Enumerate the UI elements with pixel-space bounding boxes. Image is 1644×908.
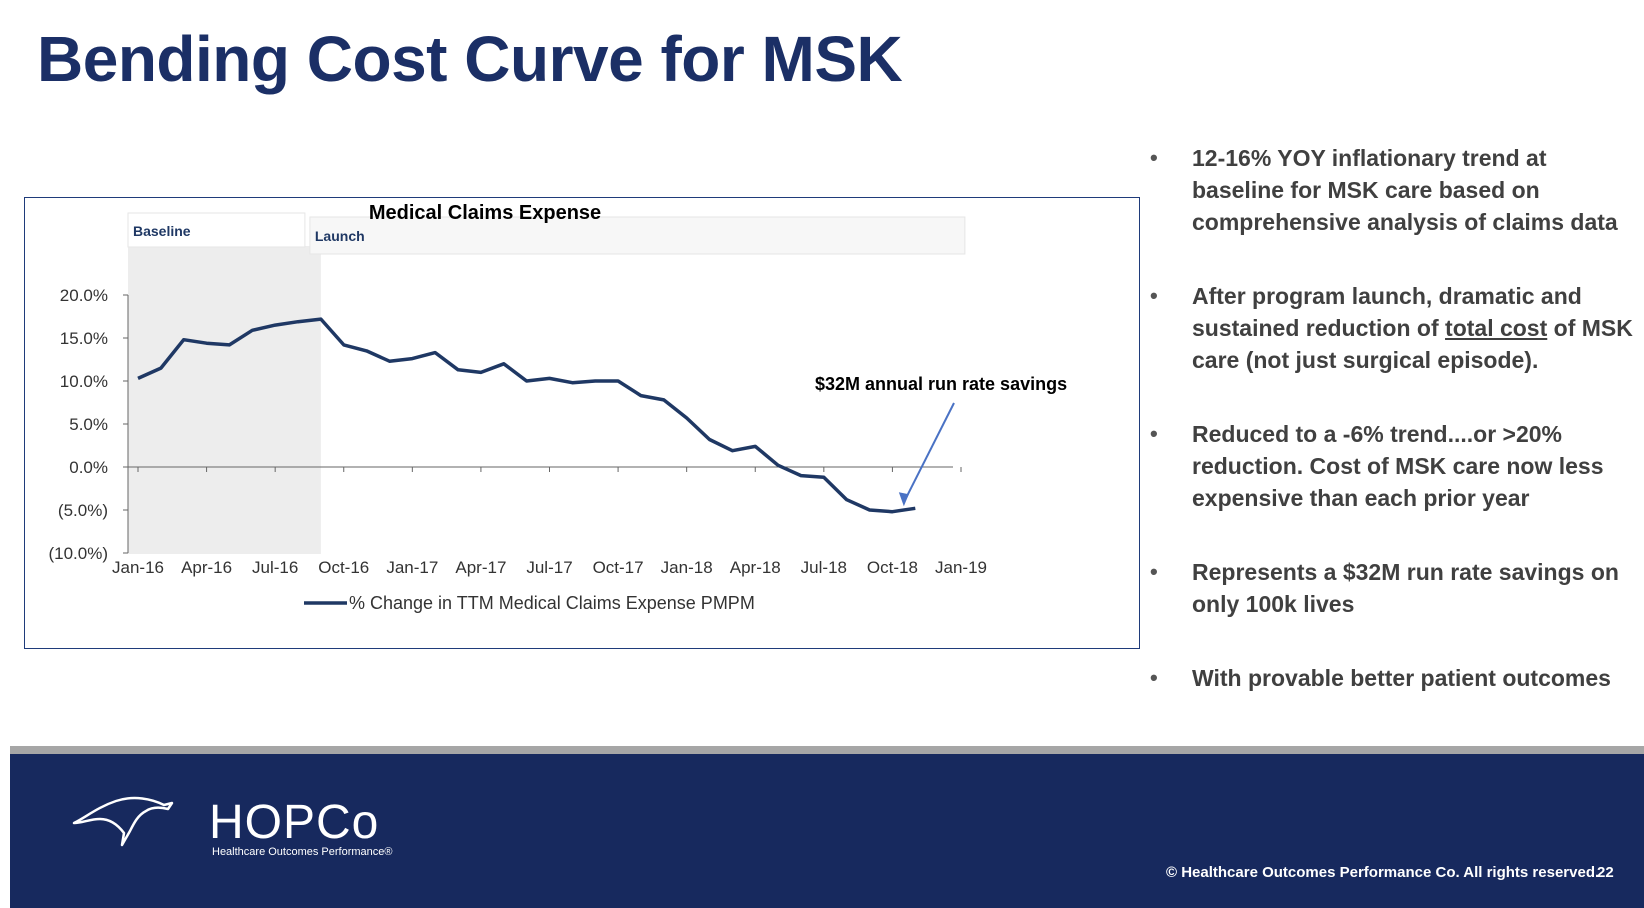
footer-bar: [10, 754, 1644, 908]
bullet-dot: •: [1150, 665, 1158, 690]
bullet-dot: •: [1150, 283, 1158, 308]
bullet-text: 12-16% YOY inflationary trend at baselin…: [1192, 145, 1618, 235]
chart-title: Medical Claims Expense: [369, 202, 601, 224]
emphasis-total-cost: total cost: [1445, 315, 1548, 341]
x-tick-label: Apr-16: [181, 558, 232, 577]
legend-label: % Change in TTM Medical Claims Expense P…: [349, 593, 755, 613]
x-tick-label: Jan-18: [661, 558, 713, 577]
bullet-text: Reduced to a -6% trend....or >20% reduct…: [1192, 421, 1604, 511]
x-tick-label: Oct-17: [593, 558, 644, 577]
y-tick-label: 0.0%: [69, 458, 108, 477]
chart-frame: Baseline Launch Medical Claims Expense 20.0…: [24, 197, 1140, 649]
y-tick-label: (10.0%): [48, 544, 108, 563]
x-tick-label: Jan-19: [935, 558, 987, 577]
bullet-list: • 12-16% YOY inflationary trend at basel…: [1150, 142, 1644, 694]
bullet-item: • 12-16% YOY inflationary trend at basel…: [1150, 142, 1644, 238]
bullet-item: • Represents a $32M run rate savings on …: [1150, 556, 1644, 620]
x-tick-label: Jul-16: [252, 558, 298, 577]
y-tick-label: (5.0%): [58, 501, 108, 520]
copyright-text: © Healthcare Outcomes Performance Co. Al…: [1166, 864, 1600, 881]
page-number: 22: [1597, 864, 1614, 881]
x-tick-label: Oct-16: [318, 558, 369, 577]
bullet-dot: •: [1150, 145, 1158, 170]
x-tick-label: Apr-18: [730, 558, 781, 577]
logo-subtitle: Healthcare Outcomes Performance®: [212, 846, 393, 858]
kangaroo-logo-icon: [72, 796, 174, 847]
slide-title: Bending Cost Curve for MSK: [37, 23, 903, 95]
x-tick-label: Apr-17: [455, 558, 506, 577]
x-tick-label: Jul-17: [526, 558, 572, 577]
annotation-arrow: [902, 402, 955, 503]
annotation-arrowhead: [898, 492, 909, 507]
bullet-item: • Reduced to a -6% trend....or >20% redu…: [1150, 418, 1644, 514]
bullet-dot: •: [1150, 559, 1158, 584]
y-tick-label: 20.0%: [60, 286, 108, 305]
baseline-label: Baseline: [133, 223, 191, 239]
baseline-label-box: [127, 212, 306, 248]
x-tick-label: Jul-18: [801, 558, 847, 577]
savings-annotation: $32M annual run rate savings: [815, 374, 1067, 394]
bullet-item: • With provable better patient outcomes: [1150, 662, 1644, 694]
y-tick-label: 15.0%: [60, 329, 108, 348]
bullet-text: Represents a $32M run rate savings on on…: [1192, 559, 1619, 617]
bullet-item: • After program launch, dramatic and sus…: [1150, 280, 1644, 376]
x-tick-label: Jan-16: [112, 558, 164, 577]
x-tick-label: Oct-18: [867, 558, 918, 577]
footer-divider: [10, 746, 1644, 754]
launch-label: Launch: [315, 228, 365, 244]
bullet-text: After program launch, dramatic and susta…: [1192, 283, 1633, 373]
launch-label-box: [309, 216, 966, 255]
bullet-text: With provable better patient outcomes: [1192, 665, 1611, 691]
y-tick-label: 5.0%: [69, 415, 108, 434]
baseline-shaded-region: [128, 246, 321, 554]
bullet-dot: •: [1150, 421, 1158, 446]
x-tick-label: Jan-17: [386, 558, 438, 577]
logo-text: HOPCo: [209, 796, 380, 849]
y-tick-label: 10.0%: [60, 372, 108, 391]
